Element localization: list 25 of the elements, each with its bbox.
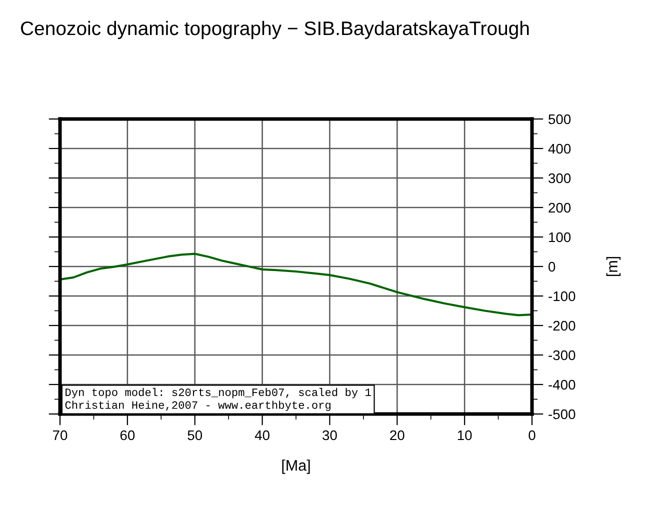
annotation: Christian Heine,2007 - www.earthbyte.org <box>65 400 330 412</box>
x-tick-label: 10 <box>458 430 472 440</box>
y-tick-label: -300 <box>548 350 576 360</box>
annotation: Dyn topo model: s20rts_nopm_Feb07, scaled by 1 <box>66 388 371 398</box>
x-tick-label: 20 <box>390 430 404 440</box>
x-tick-label: 60 <box>120 430 135 440</box>
y-tick-label: -100 <box>548 291 576 302</box>
y-tick-label: 300 <box>548 173 571 184</box>
y-tick-label: 500 <box>548 114 571 124</box>
x-tick-label: 30 <box>322 430 337 440</box>
x-tick-label: 0 <box>528 430 536 440</box>
x-tick-label: 70 <box>52 430 68 440</box>
y-tick-label: 200 <box>548 202 571 213</box>
y-tick-label: 400 <box>548 144 571 154</box>
y-tick-label: 0 <box>548 262 556 272</box>
y-tick-label: -200 <box>548 320 576 331</box>
line-series <box>60 252 532 316</box>
y-axis-title: [m] <box>606 256 621 276</box>
x-tick-label: 50 <box>188 430 202 440</box>
chart-title: Cenozoic dynamic topography − SIB.BaydaratskayaTrough <box>20 20 529 40</box>
x-tick-label: 40 <box>254 430 270 440</box>
y-tick-label: -400 <box>548 380 576 390</box>
y-tick-label: 100 <box>549 232 571 242</box>
y-tick-label: -500 <box>548 409 576 420</box>
x-axis-title: [Ma] <box>282 460 310 474</box>
